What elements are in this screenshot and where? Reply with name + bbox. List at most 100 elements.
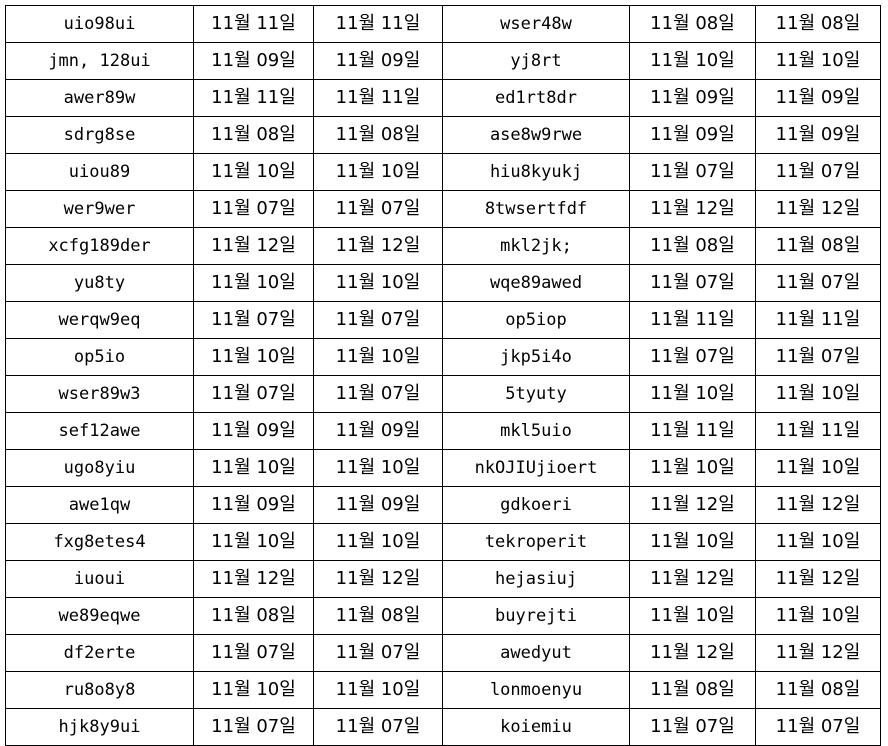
date-cell: 11월 10일 xyxy=(313,671,443,709)
date-cell: 11월 07일 xyxy=(193,375,314,413)
date-cell: 11월 08일 xyxy=(755,227,881,265)
table-row: awe1qw 11월 09일 11월 09일 gdkoeri 11월 12일 11월 12… xyxy=(5,486,881,524)
date-cell: 11월 12일 xyxy=(193,227,314,265)
date-cell: 11월 08일 xyxy=(313,597,443,635)
table-container: uio98ui 11월 11일 11월 11일 wser48w 11월 08일 11월 0… xyxy=(5,5,881,746)
date-cell: 11월 07일 xyxy=(313,301,443,339)
identifier-cell: ase8w9rwe xyxy=(442,116,630,154)
table-row: xcfg189der 11월 12일 11월 12일 mkl2jk; 11월 08일 11… xyxy=(5,227,881,265)
identifier-cell: hiu8kyukj xyxy=(442,153,630,191)
identifier-cell: op5io xyxy=(5,338,194,376)
date-cell: 11월 07일 xyxy=(629,264,756,302)
date-cell: 11월 07일 xyxy=(629,153,756,191)
date-cell: 11월 11일 xyxy=(313,79,443,117)
table-row: fxg8etes4 11월 10일 11월 10일 tekroperit 11월 10일… xyxy=(5,523,881,561)
date-cell: 11월 10일 xyxy=(629,523,756,561)
date-cell: 11월 07일 xyxy=(313,634,443,672)
date-cell: 11월 10일 xyxy=(313,153,443,191)
identifier-cell: xcfg189der xyxy=(5,227,194,265)
date-cell: 11월 07일 xyxy=(629,708,756,746)
date-cell: 11월 10일 xyxy=(629,42,756,80)
identifier-cell: op5iop xyxy=(442,301,630,339)
identifier-cell: tekroperit xyxy=(442,523,630,561)
identifier-cell: hjk8y9ui xyxy=(5,708,194,746)
date-cell: 11월 12일 xyxy=(313,560,443,598)
table-row: wer9wer 11월 07일 11월 07일 8twsertfdf 11월 12일 11… xyxy=(5,190,881,228)
date-cell: 11월 12일 xyxy=(755,190,881,228)
date-cell: 11월 12일 xyxy=(755,486,881,524)
identifier-cell: awe1qw xyxy=(5,486,194,524)
identifier-cell: yu8ty xyxy=(5,264,194,302)
identifier-cell: mkl5uio xyxy=(442,412,630,450)
date-cell: 11월 10일 xyxy=(193,449,314,487)
date-cell: 11월 08일 xyxy=(755,5,881,43)
date-cell: 11월 07일 xyxy=(313,708,443,746)
identifier-cell: uiou89 xyxy=(5,153,194,191)
table-row: yu8ty 11월 10일 11월 10일 wqe89awed 11월 07일 11월 0… xyxy=(5,264,881,302)
date-cell: 11월 08일 xyxy=(313,116,443,154)
date-cell: 11월 07일 xyxy=(193,190,314,228)
date-cell: 11월 10일 xyxy=(193,264,314,302)
identifier-cell: mkl2jk; xyxy=(442,227,630,265)
date-cell: 11월 09일 xyxy=(629,116,756,154)
date-cell: 11월 07일 xyxy=(755,264,881,302)
identifier-cell: hejasiuj xyxy=(442,560,630,598)
date-cell: 11월 08일 xyxy=(193,116,314,154)
table-row: we89eqwe 11월 08일 11월 08일 buyrejti 11월 10일 11월… xyxy=(5,597,881,635)
identifier-cell: sef12awe xyxy=(5,412,194,450)
identifier-cell: awer89w xyxy=(5,79,194,117)
date-cell: 11월 11일 xyxy=(193,79,314,117)
date-cell: 11월 12일 xyxy=(313,227,443,265)
table-row: sef12awe 11월 09일 11월 09일 mkl5uio 11월 11일 11월 … xyxy=(5,412,881,450)
table-row: wser89w3 11월 07일 11월 07일 5tyuty 11월 10일 11월 1… xyxy=(5,375,881,413)
date-cell: 11월 10일 xyxy=(755,597,881,635)
date-cell: 11월 08일 xyxy=(629,5,756,43)
identifier-cell: awedyut xyxy=(442,634,630,672)
date-cell: 11월 12일 xyxy=(193,560,314,598)
date-cell: 11월 11일 xyxy=(629,412,756,450)
date-cell: 11월 11일 xyxy=(629,301,756,339)
date-cell: 11월 07일 xyxy=(313,190,443,228)
date-cell: 11월 10일 xyxy=(313,264,443,302)
identifier-cell: lonmoenyu xyxy=(442,671,630,709)
date-cell: 11월 10일 xyxy=(193,153,314,191)
identifier-cell: df2erte xyxy=(5,634,194,672)
date-cell: 11월 11일 xyxy=(193,5,314,43)
date-cell: 11월 10일 xyxy=(313,449,443,487)
date-cell: 11월 10일 xyxy=(193,523,314,561)
table-row: ru8o8y8 11월 10일 11월 10일 lonmoenyu 11월 08일 11월… xyxy=(5,671,881,709)
date-cell: 11월 07일 xyxy=(755,153,881,191)
data-table: uio98ui 11월 11일 11월 11일 wser48w 11월 08일 11월 0… xyxy=(5,5,881,746)
identifier-cell: ru8o8y8 xyxy=(5,671,194,709)
identifier-cell: jmn, 128ui xyxy=(5,42,194,80)
date-cell: 11월 12일 xyxy=(629,560,756,598)
table-row: awer89w 11월 11일 11월 11일 ed1rt8dr 11월 09일 11월 … xyxy=(5,79,881,117)
identifier-cell: we89eqwe xyxy=(5,597,194,635)
table-row: iuoui 11월 12일 11월 12일 hejasiuj 11월 12일 11월 12… xyxy=(5,560,881,598)
date-cell: 11월 07일 xyxy=(193,634,314,672)
date-cell: 11월 09일 xyxy=(313,486,443,524)
identifier-cell: buyrejti xyxy=(442,597,630,635)
date-cell: 11월 10일 xyxy=(755,375,881,413)
date-cell: 11월 07일 xyxy=(755,338,881,376)
date-cell: 11월 10일 xyxy=(629,449,756,487)
date-cell: 11월 09일 xyxy=(193,412,314,450)
identifier-cell: fxg8etes4 xyxy=(5,523,194,561)
date-cell: 11월 10일 xyxy=(313,523,443,561)
identifier-cell: ugo8yiu xyxy=(5,449,194,487)
date-cell: 11월 11일 xyxy=(313,5,443,43)
identifier-cell: wser48w xyxy=(442,5,630,43)
date-cell: 11월 10일 xyxy=(193,671,314,709)
identifier-cell: sdrg8se xyxy=(5,116,194,154)
date-cell: 11월 10일 xyxy=(629,597,756,635)
table-row: ugo8yiu 11월 10일 11월 10일 nkOJIUjioert 11월 10일… xyxy=(5,449,881,487)
identifier-cell: koiemiu xyxy=(442,708,630,746)
date-cell: 11월 07일 xyxy=(755,708,881,746)
date-cell: 11월 10일 xyxy=(193,338,314,376)
date-cell: 11월 11일 xyxy=(755,301,881,339)
date-cell: 11월 12일 xyxy=(629,190,756,228)
date-cell: 11월 12일 xyxy=(629,486,756,524)
date-cell: 11월 09일 xyxy=(193,486,314,524)
identifier-cell: 8twsertfdf xyxy=(442,190,630,228)
identifier-cell: iuoui xyxy=(5,560,194,598)
